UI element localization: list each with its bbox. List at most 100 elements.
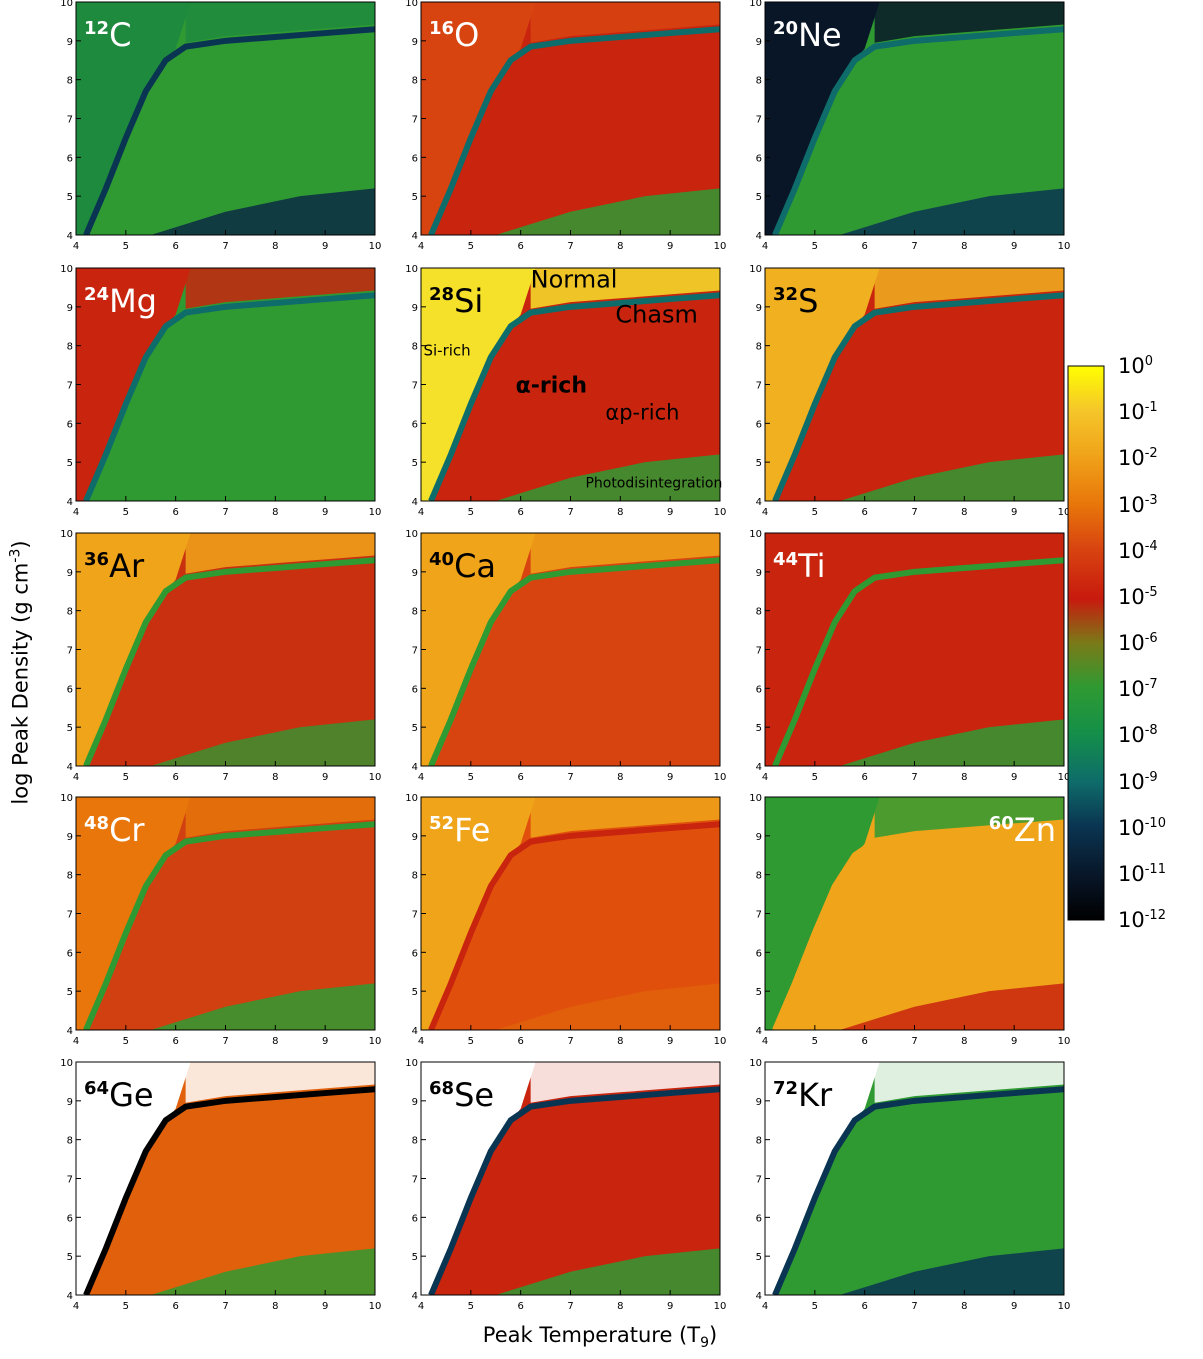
panel-36Ar: 4 5 6 7 8 9 10 4 5 6 7 8 9 10 36Ar	[60, 529, 381, 783]
low-density-band	[150, 1248, 375, 1295]
y-tick-label: 5	[412, 458, 418, 469]
x-tick-label: 4	[418, 772, 424, 783]
y-tick-label: 10	[749, 1058, 762, 1069]
boundary-ridge	[428, 557, 720, 766]
x-tick-label: 9	[322, 1036, 328, 1047]
y-tick-label: 7	[756, 910, 762, 921]
y-tick-label: 10	[749, 793, 762, 804]
panel-60Zn: 4 5 6 7 8 9 10 4 5 6 7 8 9 10 60Zn	[749, 793, 1070, 1047]
region-annotation: Chasm	[615, 300, 698, 328]
x-tick-label: 10	[714, 772, 727, 783]
isotope-label: 60Zn	[989, 811, 1056, 849]
low-density-band	[150, 983, 375, 1030]
y-tick-label: 9	[412, 832, 418, 843]
x-tick-label: 7	[911, 1301, 917, 1312]
x-tick-label: 4	[73, 507, 79, 518]
y-tick-label: 6	[67, 948, 73, 959]
x-tick-label: 9	[1011, 507, 1017, 518]
region-annotation: Photodisintegration	[585, 475, 722, 491]
y-tick-label: 9	[756, 303, 762, 314]
high-density-band	[874, 1062, 1064, 1103]
x-tick-label: 9	[1011, 1301, 1017, 1312]
y-tick-label: 4	[67, 497, 73, 508]
y-tick-label: 9	[67, 37, 73, 48]
x-tick-label: 8	[272, 1036, 278, 1047]
high-density-band	[530, 1062, 720, 1103]
y-tick-label: 7	[756, 381, 762, 392]
x-tick-label: 10	[369, 1036, 382, 1047]
region-annotation: α-rich	[516, 373, 587, 398]
y-tick-label: 5	[756, 458, 762, 469]
boundary-ridge	[428, 26, 720, 235]
y-tick-label: 10	[405, 793, 418, 804]
y-tick-label: 9	[756, 832, 762, 843]
isotope-label: 20Ne	[773, 16, 842, 54]
colorbar-tick-label: 10-12	[1118, 908, 1166, 932]
low-density-band	[839, 983, 1064, 1030]
x-tick-label: 9	[667, 507, 673, 518]
y-tick-label: 7	[412, 646, 418, 657]
y-tick-label: 5	[412, 1252, 418, 1263]
y-tick-label: 5	[756, 1252, 762, 1263]
colorbar-tick-label: 10-11	[1118, 861, 1166, 886]
x-tick-label: 10	[714, 241, 727, 252]
y-tick-label: 6	[67, 684, 73, 695]
x-tick-label: 5	[123, 507, 129, 518]
x-tick-label: 7	[911, 772, 917, 783]
boundary-ridge	[83, 557, 375, 766]
boundary-ridge	[428, 292, 720, 501]
x-tick-label: 4	[73, 772, 79, 783]
panel-32S: 4 5 6 7 8 9 10 4 5 6 7 8 9 10 32S	[749, 264, 1070, 518]
x-tick-label: 6	[172, 507, 178, 518]
colorbar-tick-label: 10-7	[1118, 677, 1158, 702]
x-tick-label: 7	[567, 1036, 573, 1047]
y-tick-label: 7	[67, 646, 73, 657]
x-tick-label: 5	[123, 1036, 129, 1047]
x-tick-label: 9	[322, 772, 328, 783]
low-density-band	[495, 983, 720, 1030]
x-tick-label: 10	[369, 507, 382, 518]
x-tick-label: 6	[861, 1301, 867, 1312]
x-tick-label: 4	[73, 1036, 79, 1047]
x-tick-label: 5	[123, 772, 129, 783]
x-tick-label: 9	[322, 1301, 328, 1312]
y-tick-label: 8	[756, 76, 762, 87]
low-density-band	[150, 454, 375, 501]
y-tick-label: 9	[756, 1097, 762, 1108]
x-tick-label: 6	[861, 507, 867, 518]
x-tick-label: 6	[517, 1301, 523, 1312]
x-tick-label: 6	[517, 772, 523, 783]
y-tick-label: 5	[412, 192, 418, 203]
y-tick-label: 8	[67, 342, 73, 353]
y-tick-label: 6	[756, 948, 762, 959]
x-tick-label: 8	[961, 241, 967, 252]
high-density-band	[185, 1062, 375, 1103]
y-tick-label: 7	[67, 1175, 73, 1186]
boundary-ridge	[83, 292, 375, 501]
y-tick-label: 10	[60, 264, 73, 275]
x-tick-label: 9	[1011, 772, 1017, 783]
panel-20Ne: 4 5 6 7 8 9 10 4 5 6 7 8 9 10 20Ne	[749, 0, 1070, 252]
colorbar-tick-label: 10-3	[1118, 492, 1158, 517]
y-tick-label: 10	[60, 793, 73, 804]
y-tick-label: 10	[749, 0, 762, 9]
x-tick-label: 5	[812, 1301, 818, 1312]
x-tick-label: 5	[468, 1036, 474, 1047]
x-tick-label: 10	[1058, 1301, 1071, 1312]
x-tick-label: 8	[961, 1301, 967, 1312]
y-tick-label: 9	[756, 37, 762, 48]
isotope-label: 24Mg	[84, 282, 157, 320]
x-tick-label: 4	[418, 507, 424, 518]
x-tick-label: 9	[667, 1036, 673, 1047]
y-tick-label: 8	[412, 1136, 418, 1147]
y-tick-label: 7	[412, 910, 418, 921]
x-tick-label: 4	[73, 241, 79, 252]
y-tick-label: 10	[405, 529, 418, 540]
x-tick-label: 8	[272, 241, 278, 252]
x-tick-label: 7	[222, 507, 228, 518]
y-tick-label: 6	[67, 153, 73, 164]
x-tick-label: 4	[762, 1036, 768, 1047]
boundary-ridge	[428, 821, 720, 1030]
x-tick-label: 8	[617, 1301, 623, 1312]
